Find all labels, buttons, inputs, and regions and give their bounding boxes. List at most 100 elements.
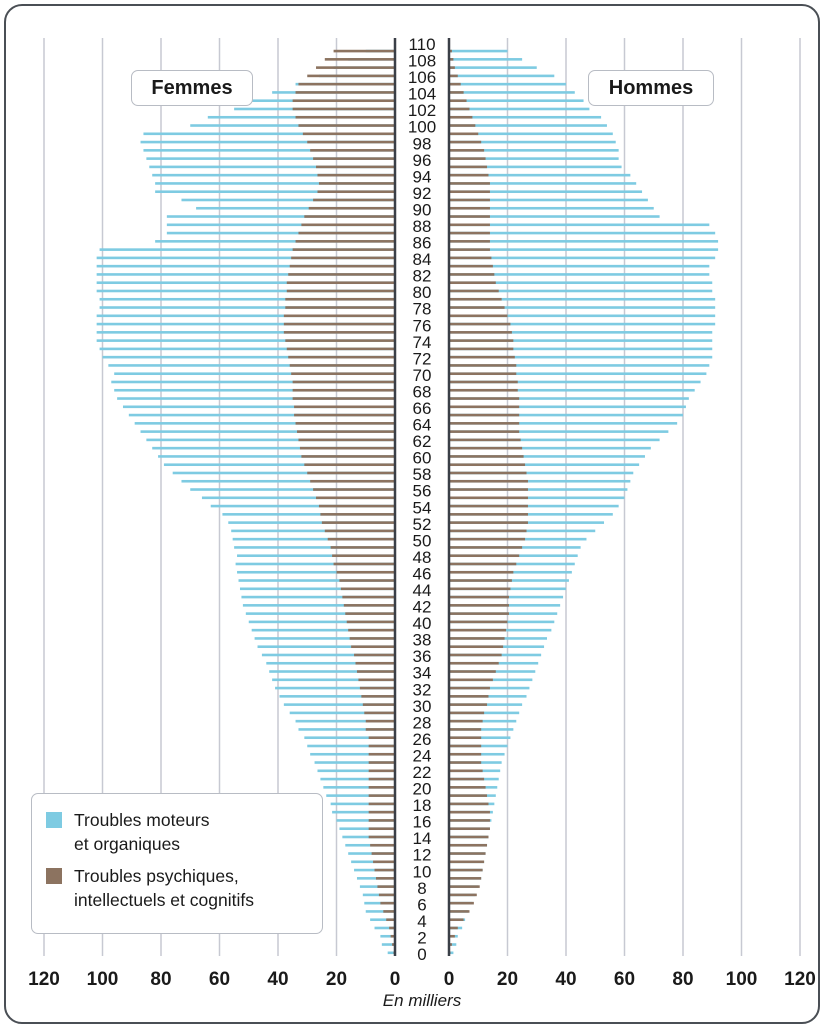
bar-femmes-psych-age-108 bbox=[324, 58, 395, 61]
bar-femmes-motor-age-67 bbox=[117, 397, 395, 400]
bar-hommes-psych-age-45 bbox=[449, 579, 512, 582]
bar-hommes-psych-age-82 bbox=[449, 273, 495, 276]
bar-femmes-motor-age-69 bbox=[111, 380, 396, 384]
bar-femmes-psych-age-86 bbox=[295, 240, 395, 243]
bar-hommes-psych-age-32 bbox=[449, 686, 490, 690]
age-label-84: 84 bbox=[413, 250, 432, 269]
bar-hommes-psych-age-10 bbox=[449, 868, 483, 872]
bar-hommes-psych-age-9 bbox=[449, 877, 482, 880]
age-label-56: 56 bbox=[413, 482, 432, 501]
bar-hommes-motor-age-53 bbox=[449, 513, 613, 516]
bar-femmes-motor-age-64 bbox=[134, 422, 396, 425]
hommes-label-box: Hommes bbox=[588, 70, 714, 106]
age-label-58: 58 bbox=[413, 465, 432, 484]
age-label-32: 32 bbox=[413, 680, 432, 699]
bar-hommes-psych-age-47 bbox=[449, 562, 517, 566]
bar-femmes-psych-age-106 bbox=[307, 74, 395, 78]
bar-femmes-psych-age-107 bbox=[316, 66, 395, 69]
bar-femmes-motor-age-0 bbox=[387, 951, 395, 955]
bar-femmes-psych-age-68 bbox=[292, 388, 395, 392]
bar-hommes-motor-age-62 bbox=[449, 438, 660, 442]
bar-hommes-motor-age-78 bbox=[449, 306, 716, 309]
age-label-26: 26 bbox=[413, 730, 432, 749]
bar-hommes-psych-age-84 bbox=[449, 256, 492, 260]
bar-hommes-motor-age-68 bbox=[449, 388, 695, 392]
bar-hommes-psych-age-21 bbox=[449, 777, 485, 781]
x-tick-left-20: 20 bbox=[326, 969, 347, 990]
bar-hommes-psych-age-106 bbox=[449, 74, 458, 78]
x-axis-caption: En milliers bbox=[383, 991, 462, 1010]
bar-femmes-motor-age-35 bbox=[266, 661, 395, 665]
bar-femmes-psych-age-38 bbox=[349, 637, 395, 640]
bar-femmes-psych-age-52 bbox=[321, 521, 395, 524]
bar-femmes-psych-age-54 bbox=[318, 504, 395, 508]
bar-hommes-psych-age-31 bbox=[449, 695, 489, 698]
bar-femmes-psych-age-92 bbox=[317, 190, 395, 194]
bar-hommes-psych-age-80 bbox=[449, 289, 499, 293]
bar-femmes-motor-age-43 bbox=[241, 595, 395, 599]
bar-hommes-psych-age-98 bbox=[449, 140, 482, 144]
age-label-2: 2 bbox=[417, 928, 426, 947]
bar-hommes-motor-age-83 bbox=[449, 264, 710, 268]
bar-femmes-psych-age-10 bbox=[374, 868, 395, 872]
legend-item-psych: Troubles psychiques, intellectuels et co… bbox=[46, 864, 322, 912]
bar-hommes-motor-age-91 bbox=[449, 198, 648, 202]
bar-hommes-psych-age-39 bbox=[449, 628, 507, 632]
x-tick-left-80: 80 bbox=[150, 969, 171, 990]
age-label-86: 86 bbox=[413, 234, 432, 253]
bar-hommes-psych-age-86 bbox=[449, 240, 490, 243]
bar-hommes-psych-age-41 bbox=[449, 612, 509, 615]
age-label-104: 104 bbox=[408, 85, 436, 104]
age-label-44: 44 bbox=[413, 581, 432, 600]
bar-hommes-motor-age-87 bbox=[449, 231, 716, 235]
bar-femmes-psych-age-47 bbox=[333, 562, 395, 566]
bar-femmes-psych-age-50 bbox=[327, 537, 395, 541]
bar-hommes-psych-age-34 bbox=[449, 670, 496, 673]
bar-hommes-psych-age-102 bbox=[449, 107, 470, 111]
bar-femmes-psych-age-33 bbox=[358, 678, 395, 682]
bar-femmes-motor-age-40 bbox=[248, 620, 395, 624]
bar-femmes-psych-age-1 bbox=[392, 943, 395, 946]
bar-femmes-psych-age-43 bbox=[342, 595, 395, 599]
bar-femmes-motor-age-47 bbox=[235, 562, 395, 566]
bar-femmes-psych-age-29 bbox=[364, 711, 395, 715]
age-label-24: 24 bbox=[413, 746, 432, 765]
bar-femmes-motor-age-33 bbox=[272, 678, 395, 682]
bar-femmes-motor-age-25 bbox=[307, 744, 395, 748]
bar-femmes-psych-age-105 bbox=[298, 82, 395, 86]
bar-hommes-psych-age-27 bbox=[449, 728, 482, 731]
bar-femmes-motor-age-26 bbox=[304, 736, 395, 740]
bar-femmes-motor-age-62 bbox=[146, 438, 395, 442]
bar-femmes-psych-age-61 bbox=[299, 446, 395, 450]
age-label-50: 50 bbox=[413, 531, 432, 550]
bar-hommes-psych-age-97 bbox=[449, 149, 485, 152]
bar-femmes-motor-age-21 bbox=[320, 777, 395, 781]
bar-femmes-psych-age-12 bbox=[371, 852, 395, 855]
age-label-108: 108 bbox=[408, 52, 436, 71]
bar-femmes-motor-age-19 bbox=[326, 794, 395, 797]
bar-hommes-psych-age-81 bbox=[449, 281, 496, 285]
bar-femmes-motor-age-81 bbox=[96, 281, 396, 285]
bar-hommes-motor-age-70 bbox=[449, 372, 707, 376]
bar-femmes-psych-age-87 bbox=[298, 231, 395, 235]
bar-hommes-motor-age-73 bbox=[449, 347, 713, 351]
bar-hommes-psych-age-57 bbox=[449, 479, 528, 483]
bar-hommes-psych-age-70 bbox=[449, 372, 517, 376]
bar-hommes-psych-age-3 bbox=[449, 926, 458, 930]
bar-hommes-psych-age-87 bbox=[449, 231, 490, 235]
age-label-12: 12 bbox=[413, 846, 432, 865]
bar-femmes-motor-age-44 bbox=[239, 587, 395, 591]
bar-femmes-psych-age-101 bbox=[295, 115, 395, 119]
bar-hommes-psych-age-94 bbox=[449, 173, 489, 177]
bar-femmes-psych-age-102 bbox=[292, 107, 395, 111]
bar-femmes-psych-age-97 bbox=[310, 149, 395, 152]
bar-hommes-psych-age-99 bbox=[449, 132, 479, 136]
bar-hommes-psych-age-76 bbox=[449, 322, 511, 326]
bar-hommes-psych-age-35 bbox=[449, 661, 499, 665]
bar-hommes-psych-age-38 bbox=[449, 637, 505, 640]
bar-hommes-motor-age-71 bbox=[449, 364, 710, 367]
bar-femmes-motor-age-29 bbox=[289, 711, 395, 715]
bar-hommes-psych-age-74 bbox=[449, 339, 514, 342]
age-label-16: 16 bbox=[413, 813, 432, 832]
